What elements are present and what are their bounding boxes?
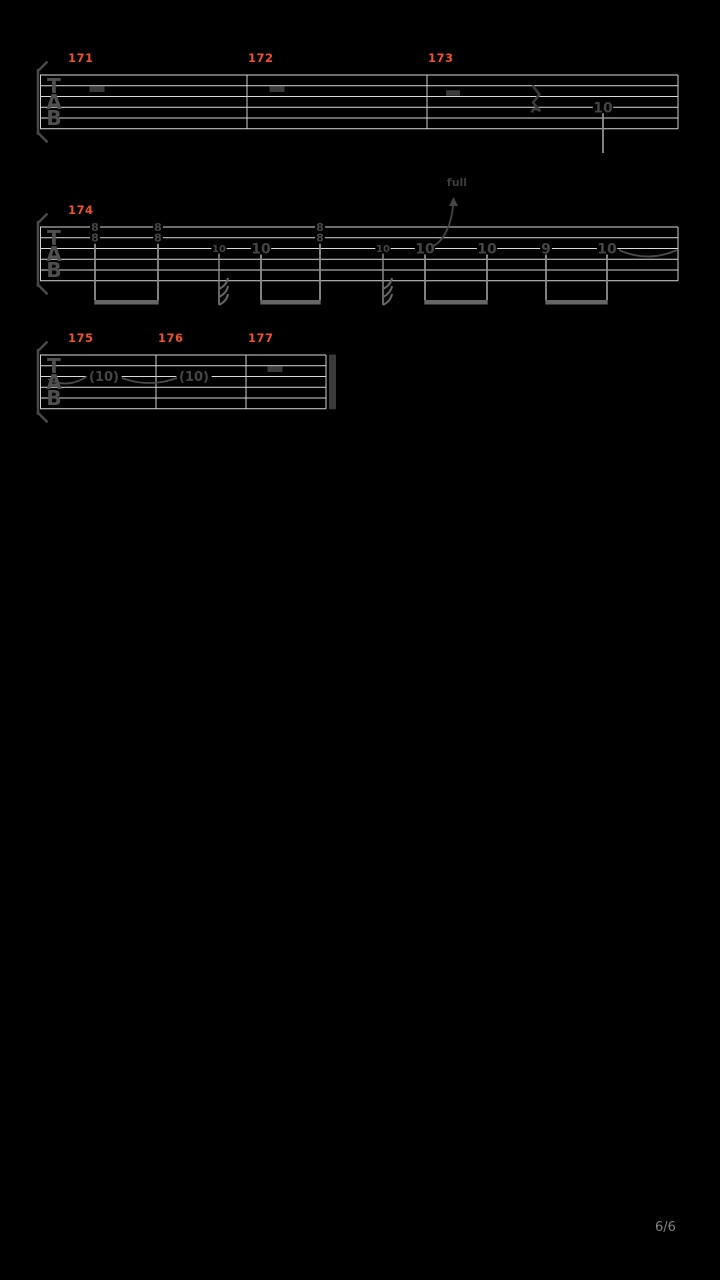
fret-number: 8 [91,221,99,234]
grace-flag [382,277,393,290]
fret-number: 8 [91,232,99,245]
page-indicator: 6/6 [655,1220,676,1235]
fret-halo [315,222,325,232]
measure-number: 177 [248,331,274,345]
beam [424,300,488,305]
beam [94,300,159,305]
fret-halo [250,242,272,255]
bracket-top-wing [37,212,49,224]
grace-flag [218,277,229,290]
fret-number: 8 [154,232,162,245]
fret-number: 8 [316,232,324,245]
fret-halo [153,222,163,232]
grace-flag [218,293,229,306]
grace-fret-number: 10 [376,244,390,255]
fret-number: 10 [597,242,617,258]
fret-number: 8 [154,221,162,234]
bracket-bottom-wing [37,284,49,296]
system-1: TAB 171 172 173 10 [36,51,679,153]
bend-label: full [447,176,467,189]
measure-number: 175 [68,331,94,345]
bracket-top-wing [37,340,49,352]
measure-number: 176 [158,331,184,345]
beam [260,300,321,305]
measure-number: 173 [428,51,454,65]
fret-halo [592,101,614,114]
bracket-top-wing [37,60,49,72]
fret-halo [176,371,212,382]
fret-halo [414,242,436,255]
tab-clef-letter: T [47,226,61,250]
tab-clef-letter: T [47,74,61,98]
fret-halo [596,242,618,255]
fret-halo [90,222,100,232]
bracket-bottom-wing [37,412,49,424]
fret-halo [540,242,552,255]
fret-number: 10 [477,242,497,258]
tab-clef-letter: A [46,242,62,266]
grace-flag [382,285,393,298]
tab-clef-letter: B [46,386,61,410]
fret-number: 10 [593,100,613,116]
fret-number: 8 [316,221,324,234]
fret-number: (10) [179,370,209,385]
half-rest [446,90,460,96]
bend-arrowhead [449,197,458,206]
grace-flag [382,293,393,306]
fret-number: (10) [89,370,119,385]
fret-number: 10 [251,242,271,258]
beam [545,300,608,305]
measure-number: 171 [68,51,94,65]
fret-halo [86,371,122,382]
fret-halo [211,244,227,253]
tab-clef-letter: B [46,106,61,130]
tab-clef-letter: T [47,354,61,378]
fret-number: 9 [541,242,551,258]
tie [618,249,678,258]
measure-number: 172 [248,51,274,65]
grace-fret-number: 10 [212,244,226,255]
whole-rest [267,366,283,372]
tie [121,377,178,384]
fret-number: 10 [415,242,435,258]
whole-rest [89,86,105,92]
tab-clef-letter: A [46,90,62,114]
bracket-bottom-wing [37,132,49,144]
fret-halo [90,233,100,243]
measure-number: 174 [68,203,94,217]
grace-flag [218,285,229,298]
tie [47,376,87,385]
final-barline [329,354,336,410]
bend-arrow [432,204,454,247]
fret-halo [153,233,163,243]
fret-halo [476,242,498,255]
fret-halo [375,244,391,253]
fret-halo [315,233,325,243]
whole-rest [269,86,285,92]
tab-clef-letter: B [46,258,61,282]
quarter-rest [530,84,541,113]
